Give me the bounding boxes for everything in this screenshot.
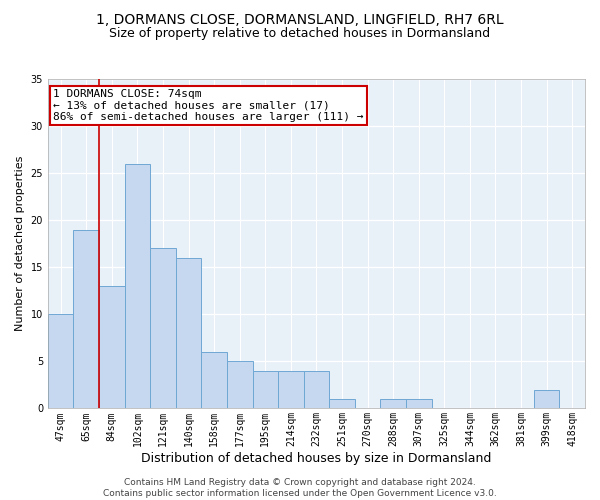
- Bar: [329, 399, 355, 408]
- Bar: [176, 258, 202, 408]
- Bar: [227, 362, 253, 408]
- Bar: [125, 164, 150, 408]
- Bar: [253, 371, 278, 408]
- Bar: [406, 399, 431, 408]
- Bar: [534, 390, 559, 408]
- Bar: [304, 371, 329, 408]
- Bar: [380, 399, 406, 408]
- Bar: [48, 314, 73, 408]
- Bar: [73, 230, 99, 408]
- X-axis label: Distribution of detached houses by size in Dormansland: Distribution of detached houses by size …: [141, 452, 491, 465]
- Text: 1, DORMANS CLOSE, DORMANSLAND, LINGFIELD, RH7 6RL: 1, DORMANS CLOSE, DORMANSLAND, LINGFIELD…: [96, 12, 504, 26]
- Y-axis label: Number of detached properties: Number of detached properties: [15, 156, 25, 332]
- Bar: [99, 286, 125, 408]
- Bar: [278, 371, 304, 408]
- Text: Size of property relative to detached houses in Dormansland: Size of property relative to detached ho…: [109, 28, 491, 40]
- Text: Contains HM Land Registry data © Crown copyright and database right 2024.
Contai: Contains HM Land Registry data © Crown c…: [103, 478, 497, 498]
- Bar: [150, 248, 176, 408]
- Text: 1 DORMANS CLOSE: 74sqm
← 13% of detached houses are smaller (17)
86% of semi-det: 1 DORMANS CLOSE: 74sqm ← 13% of detached…: [53, 89, 364, 122]
- Bar: [202, 352, 227, 408]
